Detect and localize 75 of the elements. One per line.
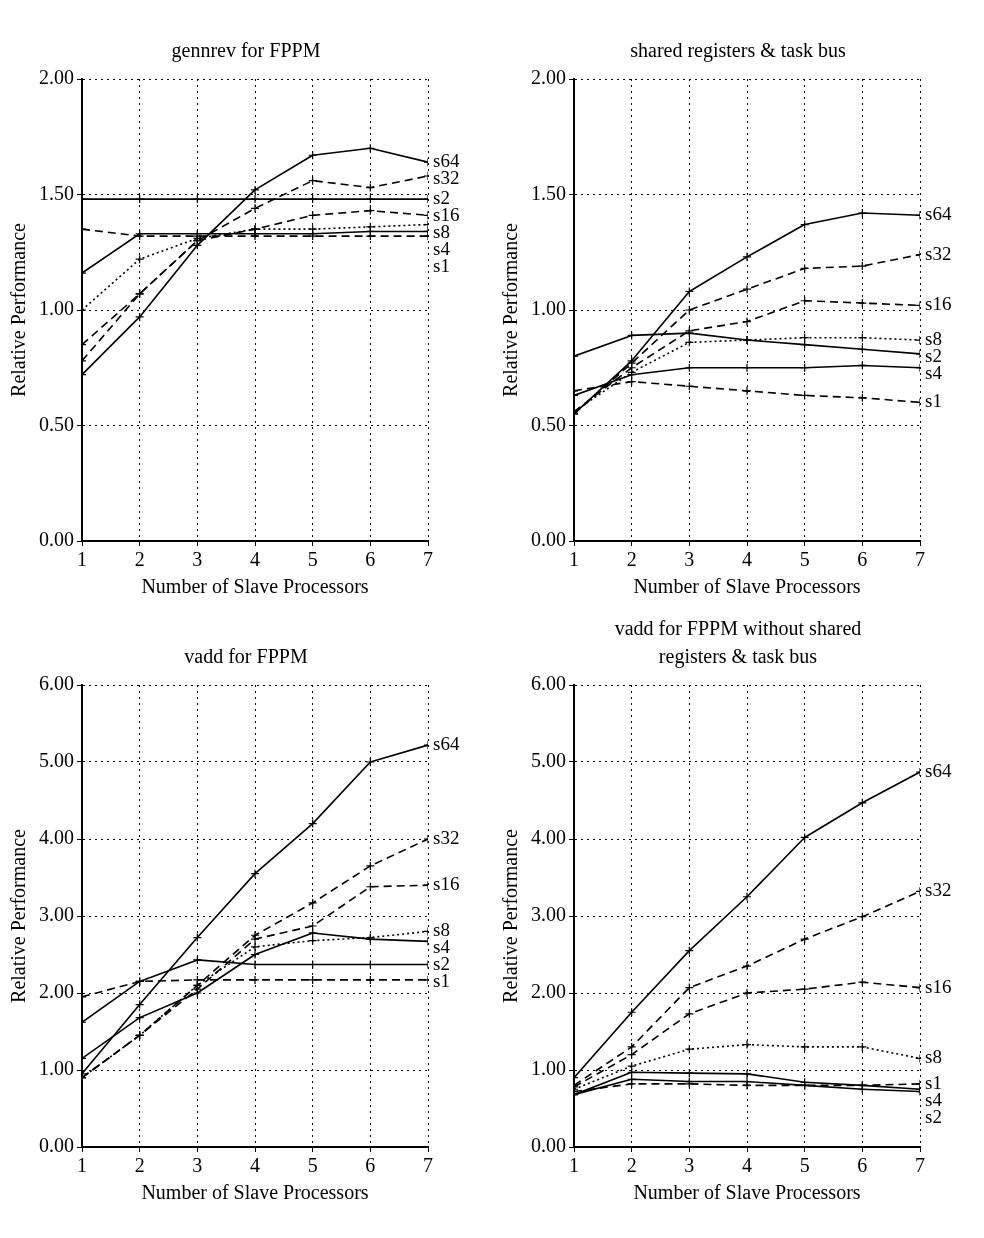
y-tick-label: 0.00 xyxy=(531,528,566,551)
y-tick-label: 2.00 xyxy=(39,980,74,1003)
y-tick-label: 1.50 xyxy=(531,181,566,204)
y-tick-label: 0.00 xyxy=(39,528,74,551)
y-tick-label: 0.00 xyxy=(39,1134,74,1157)
x-axis-title: Number of Slave Processors xyxy=(141,575,369,598)
chart-title: shared registers & task bus xyxy=(629,38,847,64)
y-axis-title: Relative Performance xyxy=(499,828,522,1003)
x-tick-label: 7 xyxy=(423,548,433,571)
x-tick-label: 6 xyxy=(857,1154,868,1177)
series-label: s32 xyxy=(925,242,952,264)
x-tick-label: 5 xyxy=(799,1154,810,1177)
series-label: s16 xyxy=(433,873,460,895)
x-tick-label: 3 xyxy=(192,548,203,571)
series-label: s1 xyxy=(925,390,942,412)
y-tick-label: 2.00 xyxy=(531,66,566,89)
y-tick-label: 1.00 xyxy=(531,297,566,320)
x-tick-label: 2 xyxy=(134,1154,145,1177)
y-tick-label: 0.50 xyxy=(39,412,74,435)
series-label: s32 xyxy=(433,826,460,848)
y-axis-title: Relative Performance xyxy=(499,222,522,397)
x-axis-title: Number of Slave Processors xyxy=(141,1181,369,1204)
x-tick-label: 7 xyxy=(915,548,925,571)
series-label: s16 xyxy=(925,293,952,315)
x-tick-label: 7 xyxy=(423,1154,433,1177)
x-tick-label: 3 xyxy=(684,548,695,571)
x-tick-label: 5 xyxy=(799,548,810,571)
chart-title: vadd for FPPM xyxy=(183,644,309,669)
y-tick-label: 2.00 xyxy=(531,980,566,1003)
x-axis-title: Number of Slave Processors xyxy=(633,1181,861,1204)
y-tick-label: 3.00 xyxy=(39,903,74,926)
x-tick-label: 4 xyxy=(742,1154,752,1177)
series-label: s32 xyxy=(925,879,952,901)
x-tick-label: 2 xyxy=(626,1154,637,1177)
y-tick-label: 5.00 xyxy=(531,749,566,772)
y-tick-label: 1.50 xyxy=(39,181,74,204)
x-tick-label: 3 xyxy=(192,1154,203,1177)
x-tick-label: 4 xyxy=(250,548,260,571)
x-tick-label: 7 xyxy=(915,1154,925,1177)
series-label: s64 xyxy=(433,733,460,755)
y-tick-label: 4.00 xyxy=(531,826,566,849)
x-tick-label: 6 xyxy=(365,548,376,571)
x-tick-label: 5 xyxy=(307,548,318,571)
series-label: s64 xyxy=(925,203,952,225)
x-tick-label: 1 xyxy=(77,548,87,571)
y-tick-label: 2.00 xyxy=(39,66,74,89)
y-tick-label: 4.00 xyxy=(39,826,74,849)
series-label: s64 xyxy=(925,759,952,781)
y-axis-title: Relative Performance xyxy=(7,828,30,1003)
y-tick-label: 1.00 xyxy=(531,1057,566,1080)
y-tick-label: 0.00 xyxy=(531,1134,566,1157)
x-tick-label: 5 xyxy=(307,1154,318,1177)
x-tick-label: 2 xyxy=(626,548,637,571)
series-label: s8 xyxy=(925,1046,942,1068)
y-tick-label: 0.50 xyxy=(531,412,566,435)
y-tick-label: 5.00 xyxy=(39,749,74,772)
x-tick-label: 6 xyxy=(365,1154,376,1177)
y-tick-label: 3.00 xyxy=(531,903,566,926)
chart-title: gennrev for FPPM xyxy=(170,38,322,64)
chart-title: vadd for FPPM without shared registers & task bus xyxy=(613,616,863,670)
x-tick-label: 1 xyxy=(569,548,579,571)
x-tick-label: 1 xyxy=(569,1154,579,1177)
y-axis-title: Relative Performance xyxy=(7,222,30,397)
x-tick-label: 3 xyxy=(684,1154,695,1177)
series-label: s16 xyxy=(925,975,952,997)
y-tick-label: 1.00 xyxy=(39,297,74,320)
y-tick-label: 6.00 xyxy=(39,672,74,695)
y-tick-label: 1.00 xyxy=(39,1057,74,1080)
x-tick-label: 4 xyxy=(742,548,752,571)
y-tick-label: 6.00 xyxy=(531,672,566,695)
x-axis-title: Number of Slave Processors xyxy=(633,575,861,598)
x-tick-label: 1 xyxy=(77,1154,87,1177)
x-tick-label: 2 xyxy=(134,548,145,571)
x-tick-label: 4 xyxy=(250,1154,260,1177)
x-tick-label: 6 xyxy=(857,548,868,571)
